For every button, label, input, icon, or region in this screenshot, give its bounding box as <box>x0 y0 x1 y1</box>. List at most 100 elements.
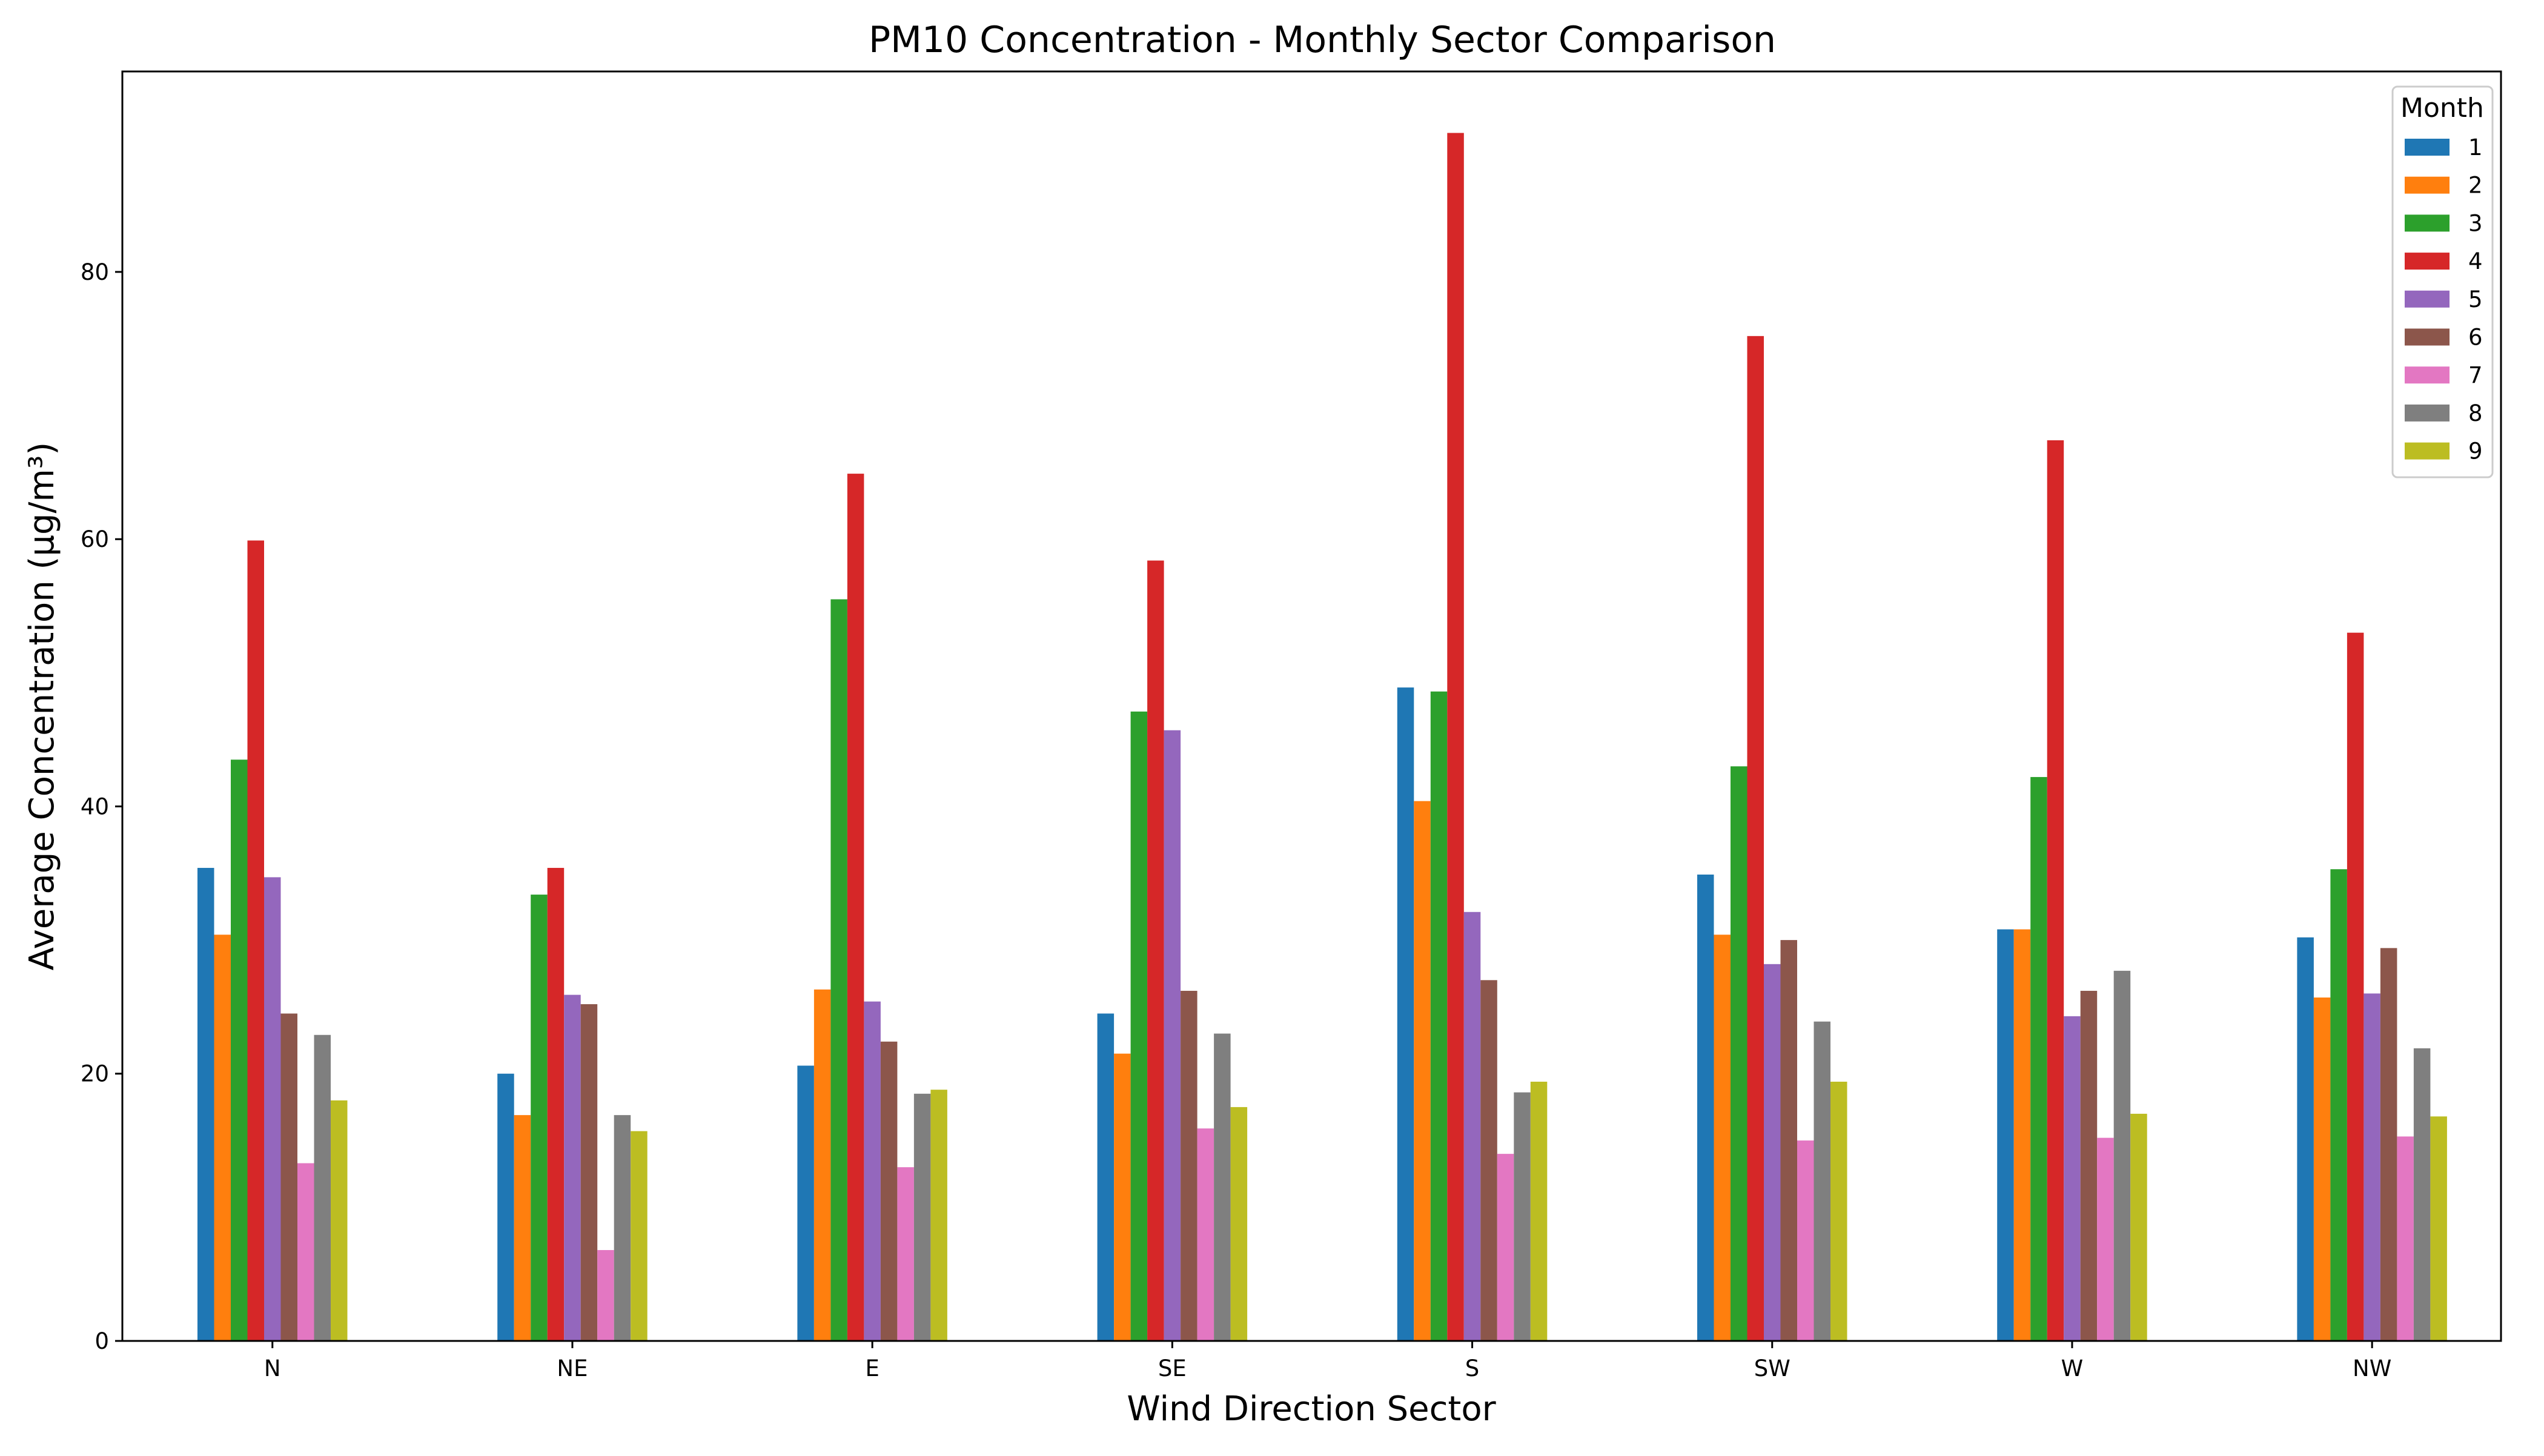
bar-S-month-1 <box>1397 687 1414 1341</box>
bar-NE-month-6 <box>580 1004 598 1341</box>
bar-SE-month-9 <box>1230 1107 1248 1341</box>
legend-label-5: 5 <box>2468 286 2483 313</box>
legend-label-9: 9 <box>2468 438 2483 465</box>
bar-E-month-6 <box>880 1041 898 1341</box>
x-tick-label: SW <box>1754 1355 1790 1382</box>
legend-swatch-7 <box>2405 366 2450 384</box>
x-tick-label: E <box>865 1355 879 1382</box>
bar-E-month-5 <box>864 1001 881 1341</box>
bar-SE-month-8 <box>1214 1033 1231 1341</box>
bar-NE-month-9 <box>631 1131 648 1341</box>
bar-SW-month-4 <box>1747 336 1764 1341</box>
bar-SW-month-3 <box>1731 766 1747 1341</box>
legend-label-6: 6 <box>2468 325 2483 351</box>
bar-NW-month-8 <box>2413 1048 2431 1341</box>
legend-swatch-6 <box>2405 328 2450 346</box>
bar-S-month-4 <box>1447 133 1464 1342</box>
x-tick-label: NW <box>2353 1355 2391 1382</box>
bar-W-month-2 <box>2013 929 2031 1341</box>
bar-NE-month-5 <box>564 994 581 1341</box>
legend-label-2: 2 <box>2468 173 2483 199</box>
bar-NW-month-7 <box>2397 1136 2414 1341</box>
bar-W-month-6 <box>2080 990 2098 1341</box>
chart-title: PM10 Concentration - Monthly Sector Comp… <box>869 19 1776 61</box>
x-tick-label: S <box>1465 1355 1480 1382</box>
bar-N-month-1 <box>197 867 214 1341</box>
legend: Month 1 2 3 4 5 6 7 8 9 <box>2391 85 2494 478</box>
bar-SW-month-7 <box>1797 1140 1814 1341</box>
bar-SW-month-8 <box>1814 1021 1830 1341</box>
x-tick-label: W <box>2061 1355 2084 1382</box>
bar-W-month-3 <box>2030 776 2047 1341</box>
legend-swatch-3 <box>2405 214 2450 232</box>
bar-NW-month-2 <box>2313 997 2331 1341</box>
bar-S-month-8 <box>1514 1092 1531 1341</box>
bar-NW-month-9 <box>2430 1116 2447 1341</box>
x-tick-label: N <box>264 1355 281 1382</box>
legend-label-4: 4 <box>2468 248 2483 274</box>
bar-N-month-8 <box>314 1034 331 1341</box>
bar-E-month-3 <box>830 599 847 1341</box>
bar-NE-month-8 <box>614 1115 631 1341</box>
bar-W-month-5 <box>2064 1016 2081 1341</box>
bar-N-month-4 <box>247 540 264 1341</box>
bar-SE-month-7 <box>1197 1128 1214 1341</box>
legend-label-1: 1 <box>2468 134 2483 160</box>
bar-SE-month-1 <box>1097 1013 1115 1341</box>
legend-swatch-1 <box>2405 139 2450 156</box>
y-tick-label: 60 <box>81 526 109 552</box>
bar-E-month-8 <box>913 1093 931 1341</box>
bar-N-month-5 <box>264 877 281 1341</box>
bar-S-month-6 <box>1480 980 1497 1341</box>
bar-NE-month-4 <box>547 867 565 1341</box>
legend-items: 1 2 3 4 5 6 7 8 9 <box>2405 134 2483 465</box>
legend-swatch-5 <box>2405 290 2450 308</box>
bar-E-month-2 <box>813 989 831 1341</box>
legend-title: Month <box>2400 93 2484 124</box>
bar-SW-month-9 <box>1830 1081 1847 1341</box>
bar-NW-month-4 <box>2347 632 2364 1341</box>
plot-area-frame <box>121 70 2502 1342</box>
bar-NE-month-7 <box>597 1249 614 1341</box>
bars-layer <box>197 133 2447 1342</box>
bar-NW-month-1 <box>2297 937 2314 1341</box>
bar-W-month-1 <box>1997 929 2014 1341</box>
bar-NW-month-5 <box>2363 993 2380 1341</box>
bar-W-month-8 <box>2113 970 2131 1341</box>
legend-swatch-2 <box>2405 176 2450 194</box>
bar-SE-month-3 <box>1130 711 1148 1341</box>
bar-SE-month-2 <box>1114 1053 1131 1341</box>
bar-NW-month-3 <box>2330 869 2347 1341</box>
legend-swatch-4 <box>2405 253 2450 270</box>
bar-W-month-4 <box>2047 440 2064 1342</box>
bar-SE-month-4 <box>1147 560 1164 1341</box>
bar-SE-month-6 <box>1181 990 1197 1341</box>
bar-N-month-7 <box>297 1163 314 1341</box>
bar-N-month-6 <box>280 1013 297 1341</box>
bar-NE-month-2 <box>514 1115 531 1341</box>
y-tick-label: 40 <box>81 793 109 819</box>
x-tick-label: SE <box>1158 1355 1187 1382</box>
bar-N-month-2 <box>214 935 231 1341</box>
y-axis-label: Average Concentration (μg/m³) <box>22 442 62 970</box>
y-axis: 0 20 40 60 80 <box>81 259 122 1354</box>
bar-NE-month-1 <box>497 1073 514 1341</box>
bar-NE-month-3 <box>531 895 548 1341</box>
bar-SE-month-5 <box>1164 730 1181 1341</box>
bar-SW-month-6 <box>1780 940 1797 1341</box>
bar-S-month-5 <box>1463 912 1481 1341</box>
legend-swatch-9 <box>2405 442 2450 460</box>
bar-SW-month-1 <box>1697 874 1714 1341</box>
bar-W-month-9 <box>2130 1113 2147 1341</box>
legend-label-3: 3 <box>2468 210 2483 236</box>
x-tick-label: NE <box>557 1355 588 1382</box>
bar-E-month-7 <box>897 1167 914 1341</box>
bar-NW-month-6 <box>2380 948 2397 1341</box>
bar-S-month-3 <box>1430 691 1448 1341</box>
bar-E-month-4 <box>847 474 864 1341</box>
bar-E-month-9 <box>930 1090 947 1341</box>
x-axis-label: Wind Direction Sector <box>1127 1389 1496 1429</box>
